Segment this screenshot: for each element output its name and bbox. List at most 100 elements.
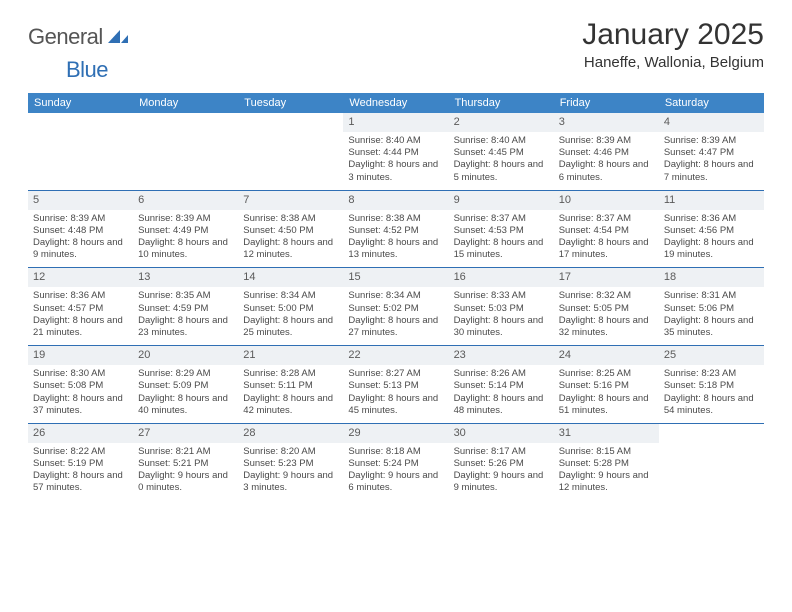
day-body-row: Sunrise: 8:30 AMSunset: 5:08 PMDaylight:… — [28, 365, 764, 423]
day-number-cell: 28 — [238, 424, 343, 443]
day-number: 21 — [243, 348, 338, 362]
sunset-line: Sunset: 5:18 PM — [664, 380, 759, 392]
sunset-line: Sunset: 5:19 PM — [33, 458, 128, 470]
day-cell: Sunrise: 8:27 AMSunset: 5:13 PMDaylight:… — [343, 365, 448, 423]
day-number-cell: 12 — [28, 268, 133, 287]
daylight-line: Daylight: 8 hours and 32 minutes. — [559, 315, 654, 339]
day-cell: Sunrise: 8:23 AMSunset: 5:18 PMDaylight:… — [659, 365, 764, 423]
day-number-cell: 15 — [343, 268, 448, 287]
sunrise-line: Sunrise: 8:36 AM — [664, 213, 759, 225]
sunrise-line: Sunrise: 8:39 AM — [664, 135, 759, 147]
day-number-cell: 20 — [133, 346, 238, 365]
day-number: 7 — [243, 193, 338, 207]
daylight-line: Daylight: 8 hours and 7 minutes. — [664, 159, 759, 183]
day-number: 1 — [348, 115, 443, 129]
day-number-cell: 27 — [133, 424, 238, 443]
day-number-cell: 9 — [449, 191, 554, 210]
day-cell: Sunrise: 8:31 AMSunset: 5:06 PMDaylight:… — [659, 287, 764, 345]
daylight-line: Daylight: 8 hours and 25 minutes. — [243, 315, 338, 339]
sunset-line: Sunset: 4:46 PM — [559, 147, 654, 159]
day-number-row: 262728293031 — [28, 424, 764, 443]
brand-logo: General — [28, 18, 130, 50]
daylight-line: Daylight: 8 hours and 6 minutes. — [559, 159, 654, 183]
day-cell: Sunrise: 8:38 AMSunset: 4:52 PMDaylight:… — [343, 210, 448, 268]
day-cell: Sunrise: 8:30 AMSunset: 5:08 PMDaylight:… — [28, 365, 133, 423]
sunset-line: Sunset: 4:53 PM — [454, 225, 549, 237]
day-cell: Sunrise: 8:26 AMSunset: 5:14 PMDaylight:… — [449, 365, 554, 423]
day-number: 29 — [348, 426, 443, 440]
sunset-line: Sunset: 5:11 PM — [243, 380, 338, 392]
day-number: 3 — [559, 115, 654, 129]
day-number-cell — [133, 113, 238, 132]
day-number: 25 — [664, 348, 759, 362]
sunset-line: Sunset: 5:13 PM — [348, 380, 443, 392]
daylight-line: Daylight: 8 hours and 27 minutes. — [348, 315, 443, 339]
weekday-header: Monday — [133, 93, 238, 113]
day-number-cell: 26 — [28, 424, 133, 443]
day-cell: Sunrise: 8:39 AMSunset: 4:46 PMDaylight:… — [554, 132, 659, 190]
title-block: January 2025 Haneffe, Wallonia, Belgium — [582, 18, 764, 71]
day-body-row: Sunrise: 8:22 AMSunset: 5:19 PM Daylight:… — [28, 443, 764, 501]
day-cell: Sunrise: 8:25 AMSunset: 5:16 PMDaylight:… — [554, 365, 659, 423]
day-cell: Sunrise: 8:29 AMSunset: 5:09 PMDaylight:… — [133, 365, 238, 423]
day-number: 10 — [559, 193, 654, 207]
sunset-line: Sunset: 5:16 PM — [559, 380, 654, 392]
daylight-line: Daylight: 8 hours and 45 minutes. — [348, 393, 443, 417]
day-number: 11 — [664, 193, 759, 207]
day-number-cell: 14 — [238, 268, 343, 287]
sunset-line: Sunset: 5:09 PM — [138, 380, 233, 392]
sunset-line: Sunset: 5:02 PM — [348, 303, 443, 315]
sunrise-line: Sunrise: 8:40 AM — [454, 135, 549, 147]
day-number: 9 — [454, 193, 549, 207]
daylight-line: Daylight: 8 hours and 15 minutes. — [454, 237, 549, 261]
day-number: 28 — [243, 426, 338, 440]
day-number: 12 — [33, 270, 128, 284]
daylight-line: Daylight: 8 hours and 37 minutes. — [33, 393, 128, 417]
daylight-line: Daylight: 8 hours and 3 minutes. — [348, 159, 443, 183]
day-cell: Sunrise: 8:22 AMSunset: 5:19 PMDaylight:… — [28, 443, 133, 501]
sunset-line: Sunset: 5:26 PM — [454, 458, 549, 470]
day-body-row: Sunrise: 8:40 AMSunset: 4:44 PMDaylight:… — [28, 132, 764, 190]
daylight-line: Daylight: 9 hours and 12 minutes. — [559, 470, 654, 494]
brand-word-2: Blue — [66, 57, 108, 82]
daylight-line: Daylight: 8 hours and 12 minutes. — [243, 237, 338, 261]
daylight-line: Daylight: 8 hours and 23 minutes. — [138, 315, 233, 339]
sunrise-line: Sunrise: 8:22 AM — [33, 446, 128, 458]
sunrise-line: Sunrise: 8:31 AM — [664, 290, 759, 302]
sunrise-line: Sunrise: 8:33 AM — [454, 290, 549, 302]
day-cell: Sunrise: 8:39 AMSunset: 4:48 PMDaylight:… — [28, 210, 133, 268]
day-number: 18 — [664, 270, 759, 284]
brand-word-1: General — [28, 24, 103, 50]
day-number: 23 — [454, 348, 549, 362]
day-cell: Sunrise: 8:40 AMSunset: 4:45 PMDaylight:… — [449, 132, 554, 190]
sunset-line: Sunset: 4:57 PM — [33, 303, 128, 315]
sunset-line: Sunset: 4:48 PM — [33, 225, 128, 237]
sunset-line: Sunset: 4:44 PM — [348, 147, 443, 159]
day-number-cell: 5 — [28, 191, 133, 210]
sunset-line: Sunset: 5:14 PM — [454, 380, 549, 392]
sunrise-line: Sunrise: 8:39 AM — [33, 213, 128, 225]
day-body-row: Sunrise: 8:39 AMSunset: 4:48 PM Daylight:… — [28, 210, 764, 268]
day-cell: Sunrise: 8:38 AMSunset: 4:50 PMDaylight:… — [238, 210, 343, 268]
day-number-cell: 6 — [133, 191, 238, 210]
day-cell: Sunrise: 8:15 AMSunset: 5:28 PMDaylight:… — [554, 443, 659, 501]
sunrise-line: Sunrise: 8:23 AM — [664, 368, 759, 380]
sunrise-line: Sunrise: 8:17 AM — [454, 446, 549, 458]
weekday-header-row: SundayMondayTuesdayWednesdayThursdayFrid… — [28, 93, 764, 113]
sunrise-line: Sunrise: 8:25 AM — [559, 368, 654, 380]
day-number: 6 — [138, 193, 233, 207]
day-number: 13 — [138, 270, 233, 284]
sunrise-line: Sunrise: 8:15 AM — [559, 446, 654, 458]
day-number-cell: 10 — [554, 191, 659, 210]
sunrise-line: Sunrise: 8:36 AM — [33, 290, 128, 302]
sunset-line: Sunset: 4:45 PM — [454, 147, 549, 159]
day-cell: Sunrise: 8:28 AMSunset: 5:11 PMDaylight:… — [238, 365, 343, 423]
day-cell: Sunrise: 8:35 AMSunset: 4:59 PMDaylight:… — [133, 287, 238, 345]
day-number: 24 — [559, 348, 654, 362]
daylight-line: Daylight: 8 hours and 48 minutes. — [454, 393, 549, 417]
day-number: 31 — [559, 426, 654, 440]
day-number-cell: 21 — [238, 346, 343, 365]
day-number-cell: 16 — [449, 268, 554, 287]
day-cell: Sunrise: 8:34 AMSunset: 5:02 PMDaylight:… — [343, 287, 448, 345]
sunrise-line: Sunrise: 8:39 AM — [559, 135, 654, 147]
